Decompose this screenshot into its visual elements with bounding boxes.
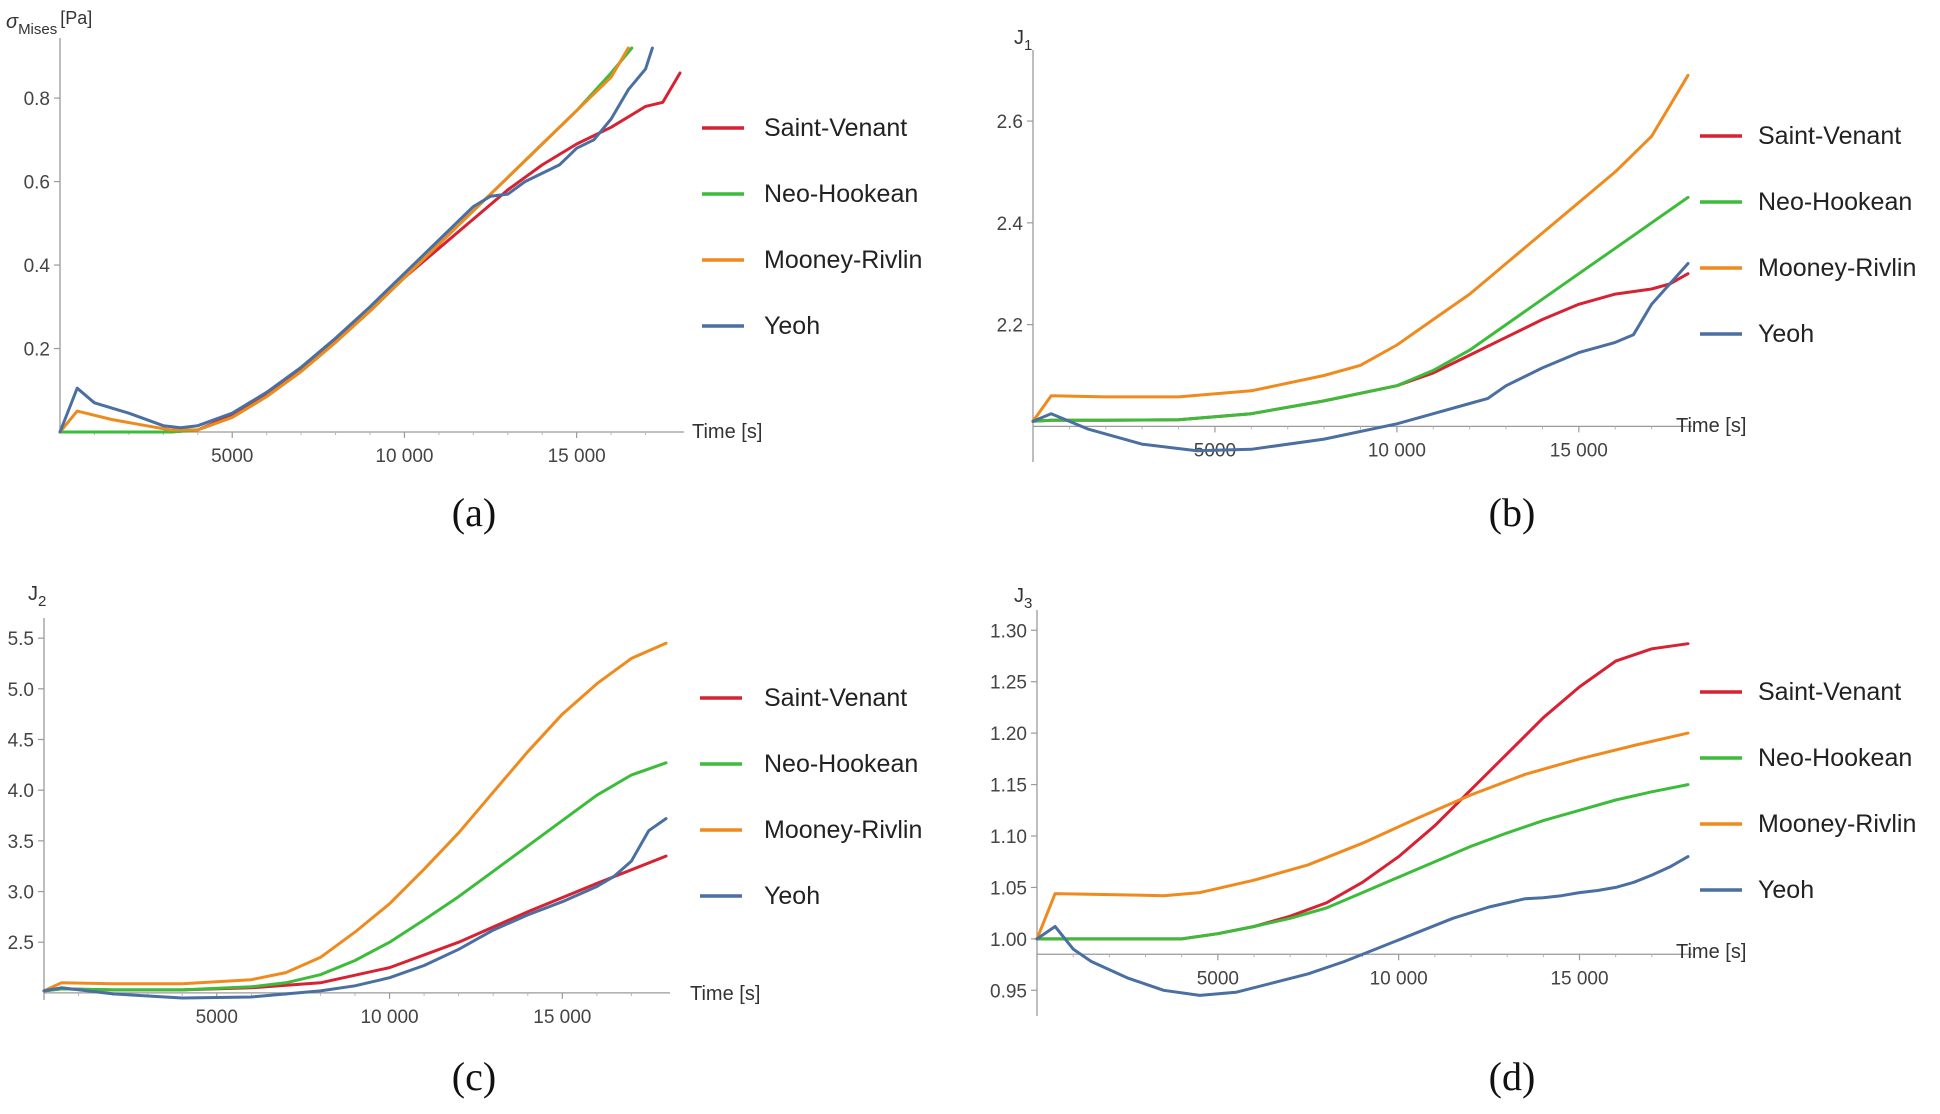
chart-panel-1: 5000 10 000 15 000 0.2 0.4 0.6 0.8 σMises[Pa] Ti… xyxy=(6,8,922,535)
panel-caption: (a) xyxy=(452,490,496,535)
legend-label: Mooney-Rivlin xyxy=(1758,254,1916,282)
x-tick-label: 5000 xyxy=(211,446,253,467)
legend-label: Saint-Venant xyxy=(764,684,907,712)
y-tick-label: 1.05 xyxy=(990,878,1027,899)
series-line-saint-venant xyxy=(42,854,668,993)
chart-panel-3: 5000 10 000 15 000 2.5 3.0 3.5 4.0 4.5 5.0 5.5 J2 T… xyxy=(8,583,923,1099)
y-tick-label: 0.6 xyxy=(24,173,50,194)
legend-label: Neo-Hookean xyxy=(1758,188,1912,216)
y-tick-label: 4.5 xyxy=(8,730,34,751)
y-tick-label: 0.2 xyxy=(24,340,50,361)
series-line-mooney-rivlin xyxy=(42,641,668,993)
y-tick-label: 1.00 xyxy=(990,930,1027,951)
legend-label: Neo-Hookean xyxy=(764,750,918,778)
legend-label: Yeoh xyxy=(1758,876,1814,904)
series-line-yeoh xyxy=(58,46,654,434)
y-axis-label: J1 xyxy=(1014,27,1032,54)
x-tick-label: 10 000 xyxy=(360,1007,418,1028)
y-tick-label: 2.4 xyxy=(997,214,1024,235)
series-line-saint-venant xyxy=(1031,272,1690,423)
y-axis-label: J2 xyxy=(28,583,46,610)
series-line-neo-hookean xyxy=(1035,783,1690,941)
x-tick-label: 10 000 xyxy=(1370,968,1428,989)
x-tick-label: 15 000 xyxy=(1550,968,1608,989)
y-tick-label: 2.6 xyxy=(997,112,1023,133)
x-tick-label: 5000 xyxy=(196,1007,238,1028)
series-line-saint-venant xyxy=(58,71,682,434)
x-tick-label: 15 000 xyxy=(533,1007,591,1028)
legend-label: Mooney-Rivlin xyxy=(764,246,922,274)
x-tick-label: 10 000 xyxy=(375,446,433,467)
x-tick-label: 15 000 xyxy=(548,446,606,467)
y-tick-label: 2.5 xyxy=(8,933,34,954)
legend-label: Saint-Venant xyxy=(1758,122,1901,150)
y-tick-label: 2.2 xyxy=(997,316,1023,337)
x-axis-label: Time [s] xyxy=(1676,415,1746,437)
legend-label: Saint-Venant xyxy=(1758,678,1901,706)
y-tick-label: 1.20 xyxy=(990,724,1027,745)
x-tick-label: 10 000 xyxy=(1368,440,1426,461)
panel-caption: (d) xyxy=(1489,1054,1536,1099)
y-tick-label: 3.0 xyxy=(8,883,34,904)
y-tick-label: 1.30 xyxy=(990,621,1027,642)
y-tick-label: 5.0 xyxy=(8,680,34,701)
y-axis-label: σMises[Pa] xyxy=(6,8,92,38)
panel-caption: (b) xyxy=(1489,490,1536,535)
series-line-mooney-rivlin xyxy=(58,46,630,434)
y-tick-label: 1.15 xyxy=(990,776,1027,797)
x-axis-label: Time [s] xyxy=(692,421,762,443)
y-tick-label: 3.5 xyxy=(8,832,34,853)
series-line-mooney-rivlin xyxy=(1035,731,1690,941)
x-axis-label: Time [s] xyxy=(1676,941,1746,963)
series-line-mooney-rivlin xyxy=(1031,73,1690,423)
x-tick-label: 5000 xyxy=(1197,968,1239,989)
y-tick-label: 1.10 xyxy=(990,827,1027,848)
panel-caption: (c) xyxy=(452,1054,496,1099)
legend-label: Yeoh xyxy=(1758,320,1814,348)
chart-panel-4: 5000 10 000 15 000 0.95 1.00 1.05 1.10 1.15 1.20… xyxy=(990,585,1916,1099)
y-tick-label: 0.8 xyxy=(24,89,50,110)
series-line-yeoh xyxy=(1035,855,1690,997)
y-tick-label: 1.25 xyxy=(990,673,1027,694)
series-line-yeoh xyxy=(42,817,668,1000)
legend-label: Yeoh xyxy=(764,312,820,340)
legend-label: Saint-Venant xyxy=(764,114,907,142)
y-tick-label: 0.95 xyxy=(990,981,1027,1002)
series-line-yeoh xyxy=(1031,262,1690,453)
y-tick-label: 5.5 xyxy=(8,629,34,650)
y-tick-label: 0.4 xyxy=(24,256,51,277)
legend-label: Mooney-Rivlin xyxy=(1758,810,1916,838)
legend-label: Mooney-Rivlin xyxy=(764,816,922,844)
legend-label: Neo-Hookean xyxy=(1758,744,1912,772)
y-tick-label: 4.0 xyxy=(8,781,34,802)
x-axis-label: Time [s] xyxy=(690,983,760,1005)
series-line-neo-hookean xyxy=(58,46,634,434)
series-line-neo-hookean xyxy=(1031,195,1690,423)
y-axis-label: J3 xyxy=(1014,585,1032,612)
legend-label: Neo-Hookean xyxy=(764,180,918,208)
x-tick-label: 15 000 xyxy=(1550,440,1608,461)
legend-label: Yeoh xyxy=(764,882,820,910)
series-line-neo-hookean xyxy=(42,761,668,993)
